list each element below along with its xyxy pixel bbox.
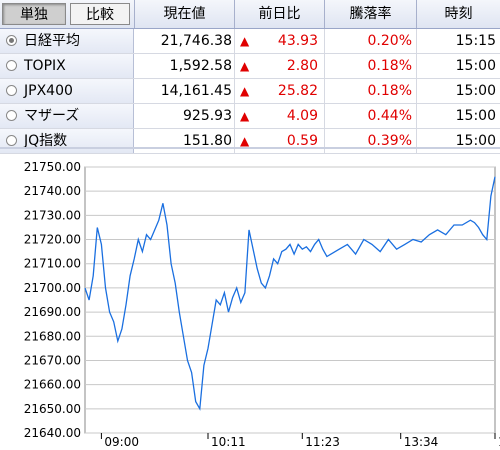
y-tick-label: 21740.00 <box>24 184 81 198</box>
current-price: 1,592.58 <box>169 58 232 74</box>
index-name: 日経平均 <box>24 33 80 49</box>
cell-divider <box>234 54 235 78</box>
change-value: 2.80 <box>286 58 318 74</box>
cell-divider <box>234 104 235 128</box>
row-name-cell: JQ指数 <box>0 129 134 153</box>
update-time: 15:00 <box>455 108 496 124</box>
tab-single[interactable]: 単独 <box>2 3 66 25</box>
index-name: JPX400 <box>24 83 73 99</box>
price-line <box>84 176 496 411</box>
current-price: 14,161.45 <box>160 83 232 99</box>
update-time: 15:15 <box>455 33 496 49</box>
table-row[interactable]: TOPIX 1,592.58 ▲ 2.80 0.18% 15:00 <box>0 54 500 79</box>
y-tick-label: 21750.00 <box>24 160 81 174</box>
change-value: 0.59 <box>286 133 318 149</box>
index-name: TOPIX <box>24 58 66 74</box>
y-tick-label: 21670.00 <box>24 353 81 367</box>
up-arrow-icon: ▲ <box>240 84 250 98</box>
section-divider <box>0 147 500 149</box>
index-name: JQ指数 <box>24 133 68 149</box>
update-time: 15:00 <box>455 133 496 149</box>
index-name: マザーズ <box>24 108 80 124</box>
price-chart[interactable]: 21750.00 21740.00 21730.00 21720.00 21710.00… <box>0 150 500 450</box>
table-row[interactable]: 日経平均 21,746.38 ▲ 43.93 0.20% 15:15 <box>0 29 500 54</box>
change-value: 4.09 <box>286 108 318 124</box>
cell-divider <box>324 104 325 128</box>
radio-button[interactable] <box>6 110 17 121</box>
change-value: 25.82 <box>277 83 318 99</box>
y-tick-label: 21720.00 <box>24 233 81 247</box>
header-bar: 単独 比較 現在値 前日比 騰落率 時刻 <box>0 0 500 29</box>
cell-divider <box>416 29 417 53</box>
update-time: 15:00 <box>455 83 496 99</box>
cell-divider <box>324 54 325 78</box>
change-value: 43.93 <box>277 33 318 49</box>
cell-divider <box>416 54 417 78</box>
radio-button[interactable] <box>6 85 17 96</box>
y-tick-label: 21700.00 <box>24 281 81 295</box>
change-percent: 0.18% <box>367 83 412 99</box>
change-percent: 0.44% <box>367 108 412 124</box>
radio-button[interactable] <box>6 60 17 71</box>
cell-divider <box>416 129 417 153</box>
column-header-pct: 騰落率 <box>324 0 416 28</box>
up-arrow-icon: ▲ <box>240 109 250 123</box>
change-percent: 0.18% <box>367 58 412 74</box>
row-name-cell: TOPIX <box>0 54 134 78</box>
plot-area <box>84 166 496 434</box>
row-name-cell: 日経平均 <box>0 29 134 53</box>
tab-compare[interactable]: 比較 <box>70 3 130 25</box>
column-header-price: 現在値 <box>134 0 234 28</box>
column-header-change: 前日比 <box>234 0 324 28</box>
cell-divider <box>324 129 325 153</box>
index-table: 日経平均 21,746.38 ▲ 43.93 0.20% 15:15 TOPIX… <box>0 29 500 154</box>
y-tick-label: 21710.00 <box>24 257 81 271</box>
cell-divider <box>234 29 235 53</box>
x-tick-label: 14: <box>498 435 500 449</box>
x-tick-label: 09:00 <box>104 435 139 449</box>
current-price: 151.80 <box>183 133 232 149</box>
cell-divider <box>416 104 417 128</box>
up-arrow-icon: ▲ <box>240 34 250 48</box>
y-tick-label: 21730.00 <box>24 208 81 222</box>
row-name-cell: マザーズ <box>0 104 134 128</box>
x-tick-label: 11:23 <box>305 435 340 449</box>
update-time: 15:00 <box>455 58 496 74</box>
cell-divider <box>234 79 235 103</box>
y-tick-label: 21660.00 <box>24 378 81 392</box>
y-tick-label: 21640.00 <box>24 426 81 440</box>
radio-button[interactable] <box>6 35 17 46</box>
cell-divider <box>324 79 325 103</box>
x-tick-label: 13:34 <box>404 435 439 449</box>
cell-divider <box>324 29 325 53</box>
current-price: 925.93 <box>183 108 232 124</box>
y-tick-label: 21650.00 <box>24 402 81 416</box>
column-header-time: 時刻 <box>416 0 500 28</box>
row-name-cell: JPX400 <box>0 79 134 103</box>
up-arrow-icon: ▲ <box>240 134 250 148</box>
y-tick-label: 21690.00 <box>24 305 81 319</box>
table-row[interactable]: マザーズ 925.93 ▲ 4.09 0.44% 15:00 <box>0 104 500 129</box>
change-percent: 0.39% <box>367 133 412 149</box>
current-price: 21,746.38 <box>160 33 232 49</box>
y-tick-label: 21680.00 <box>24 329 81 343</box>
radio-button[interactable] <box>6 135 17 146</box>
up-arrow-icon: ▲ <box>240 59 250 73</box>
table-row[interactable]: JPX400 14,161.45 ▲ 25.82 0.18% 15:00 <box>0 79 500 104</box>
x-tick-label: 10:11 <box>211 435 246 449</box>
cell-divider <box>234 129 235 153</box>
cell-divider <box>416 79 417 103</box>
table-row[interactable]: JQ指数 151.80 ▲ 0.59 0.39% 15:00 <box>0 129 500 154</box>
change-percent: 0.20% <box>367 33 412 49</box>
